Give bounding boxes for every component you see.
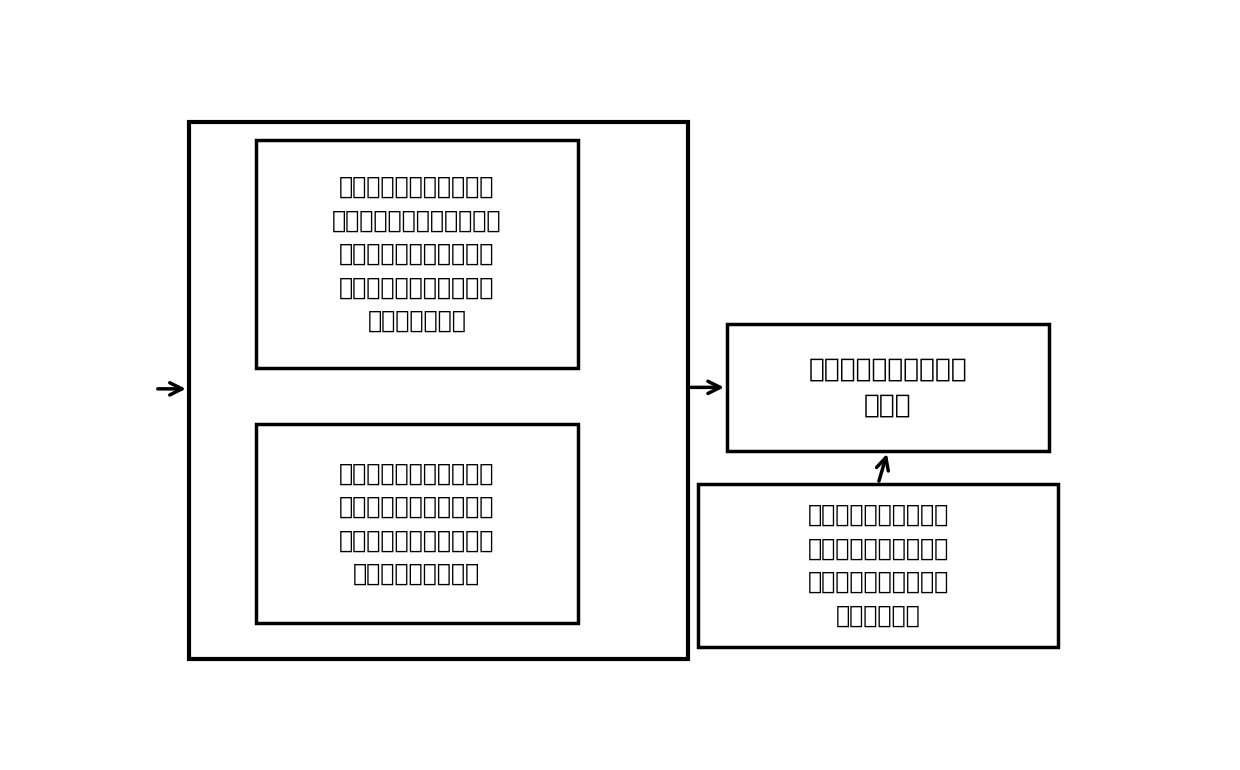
Bar	[727, 323, 1049, 451]
Text: 利用当前时刻无人机群中
各无人机的速度信息，构
造促成各无人机速度趋于
一致的速度调整函数: 利用当前时刻无人机群中 各无人机的速度信息，构 造促成各无人机速度趋于 一致的速…	[340, 461, 495, 586]
Bar	[188, 122, 688, 658]
Text: 利用当前时刻无人机群中
各无人机节点的位置信息、
邻域半径及期望距离，确
定无人机间位置关系的引
力和斥力函数。: 利用当前时刻无人机群中 各无人机节点的位置信息、 邻域半径及期望距离，确 定无人…	[332, 175, 502, 333]
Bar	[255, 424, 578, 623]
Bar	[698, 484, 1058, 647]
Text: 下一时刻无人机的加速
度数据: 下一时刻无人机的加速 度数据	[808, 357, 967, 418]
Text: 引入虚拟领导者信息，
保证其余无人机在保持
编队构型的同时跟随虚
拟领导者运动: 引入虚拟领导者信息， 保证其余无人机在保持 编队构型的同时跟随虚 拟领导者运动	[807, 503, 949, 628]
Bar	[255, 140, 578, 368]
